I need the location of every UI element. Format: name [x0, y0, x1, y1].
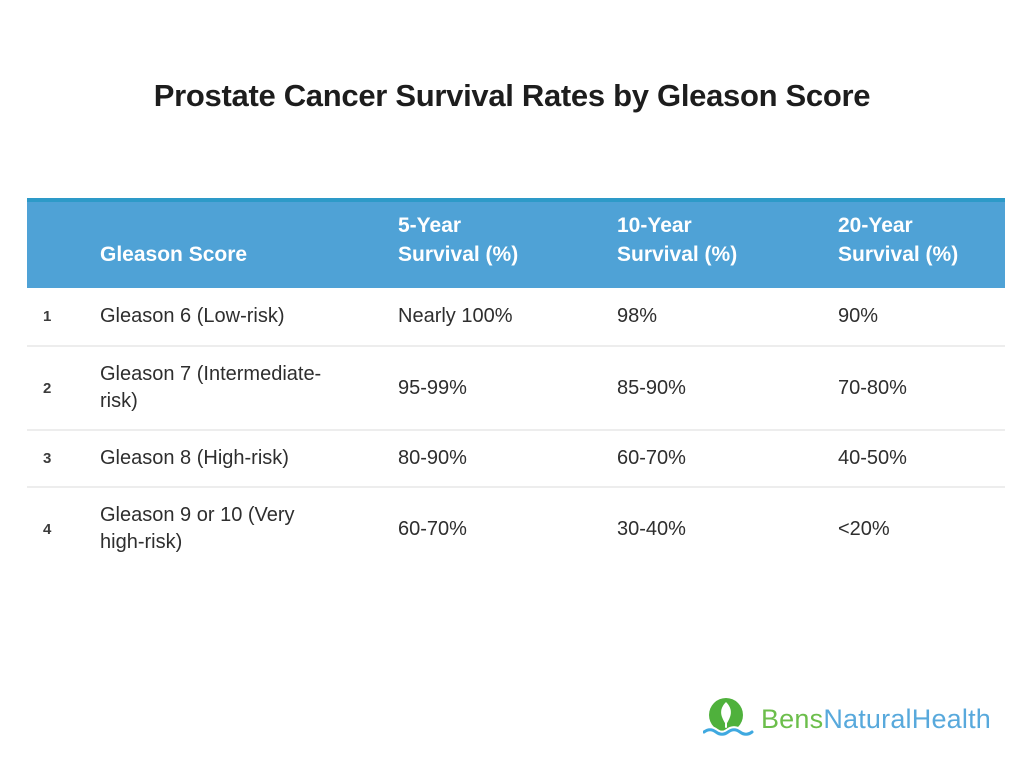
- leaf-wave-icon: [702, 698, 755, 738]
- brand-name-blue: NaturalHealth: [823, 703, 991, 734]
- 5-year-survival-cell: 60-70%: [398, 517, 467, 540]
- 20-year-survival-cell: 90%: [838, 305, 879, 327]
- column-header-row-number: [27, 202, 100, 288]
- row-number: 3: [43, 450, 52, 467]
- column-header-5-year-survival: 5-Year Survival (%): [398, 202, 617, 288]
- row-number: 4: [43, 520, 52, 538]
- 20-year-survival-cell: 70-80%: [838, 376, 907, 399]
- 10-year-survival-cell: 30-40%: [617, 517, 686, 540]
- 5-year-survival-cell: Nearly 100%: [398, 305, 513, 327]
- header-line: Gleason Score: [100, 243, 248, 266]
- header-line: 10-Year: [617, 214, 692, 237]
- 10-year-survival-cell: 98%: [617, 305, 658, 327]
- gleason-score-text: Gleason 9 or 10 (Very high-risk): [100, 504, 295, 553]
- row-number: 2: [43, 379, 52, 397]
- gleason-score-text: Gleason 8 (High-risk): [100, 447, 289, 469]
- table-row: 3 Gleason 8 (High-risk) 80-90% 60-70% 40…: [27, 429, 1005, 486]
- 5-year-survival-cell: 80-90%: [398, 447, 467, 469]
- gleason-score-cell: Gleason 9 or 10 (Very high-risk): [100, 488, 398, 570]
- header-line: Survival (%): [398, 243, 519, 266]
- 10-year-survival-cell: 60-70%: [617, 447, 686, 469]
- table-row: 2 Gleason 7 (Intermediate-risk) 95-99% 8…: [27, 345, 1005, 429]
- row-number: 1: [43, 308, 52, 325]
- brand-logo: BensNaturalHealth: [702, 696, 991, 742]
- page-title: Prostate Cancer Survival Rates by Gleaso…: [153, 78, 871, 113]
- header-line: Survival (%): [838, 243, 959, 266]
- 20-year-survival-cell: <20%: [838, 517, 890, 540]
- table-row: 1 Gleason 6 (Low-risk) Nearly 100% 98% 9…: [27, 288, 1005, 345]
- column-header-10-year-survival: 10-Year Survival (%): [617, 202, 838, 288]
- gleason-score-text: Gleason 7 (Intermediate-risk): [100, 363, 322, 412]
- brand-name: BensNaturalHealth: [761, 704, 991, 735]
- gleason-score-cell: Gleason 6 (Low-risk): [100, 288, 398, 345]
- 10-year-survival-cell: 85-90%: [617, 376, 686, 399]
- header-line: 20-Year: [838, 214, 913, 237]
- column-header-gleason-score: Gleason Score: [100, 202, 398, 288]
- 5-year-survival-cell: 95-99%: [398, 376, 467, 399]
- table-header-row: Gleason Score 5-Year Survival (%) 10-Yea…: [27, 198, 1005, 288]
- survival-rates-table: Gleason Score 5-Year Survival (%) 10-Yea…: [27, 198, 1005, 570]
- gleason-score-cell: Gleason 8 (High-risk): [100, 431, 398, 486]
- column-header-20-year-survival: 20-Year Survival (%): [838, 202, 1005, 288]
- header-line: 5-Year: [398, 214, 462, 237]
- brand-name-green: Bens: [760, 703, 824, 734]
- table-row: 4 Gleason 9 or 10 (Very high-risk) 60-70…: [27, 486, 1005, 570]
- gleason-score-cell: Gleason 7 (Intermediate-risk): [100, 347, 398, 429]
- gleason-score-text: Gleason 6 (Low-risk): [100, 305, 285, 327]
- header-line: Survival (%): [617, 243, 738, 266]
- 20-year-survival-cell: 40-50%: [838, 447, 907, 469]
